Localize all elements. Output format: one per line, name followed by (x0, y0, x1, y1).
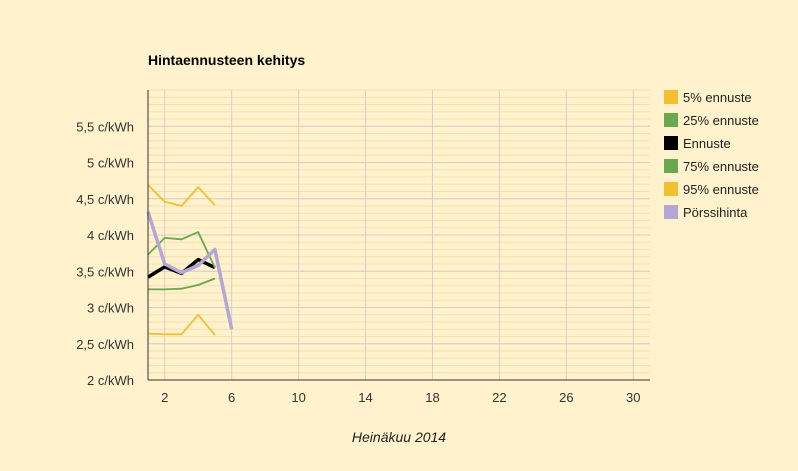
y-tick-label: 3 c/kWh (87, 301, 134, 316)
chart-title: Hintaennusteen kehitys (148, 52, 305, 68)
series-line-2 (147, 257, 216, 279)
grid (148, 89, 650, 381)
y-tick-label: 4,5 c/kWh (76, 192, 134, 207)
y-tick-label: 5 c/kWh (87, 156, 134, 171)
y-tick-label: 3,5 c/kWh (76, 264, 134, 279)
axes (147, 90, 650, 381)
ticks: 2 c/kWh 2,5 c/kWh 3 c/kWh 3,5 c/kWh 4 c/kWh 4… (76, 119, 640, 405)
legend-label: 95% ennuste (683, 182, 759, 197)
legend: 5% ennuste 25% ennuste Ennuste 75% ennuste 9… (664, 90, 759, 220)
x-tick-label: 30 (626, 390, 640, 405)
legend-label: 25% ennuste (683, 113, 759, 128)
legend-swatch (664, 113, 678, 127)
y-tick-label: 4 c/kWh (87, 228, 134, 243)
legend-label: Pörssihinta (683, 205, 748, 220)
series-line-4 (147, 184, 216, 207)
series-layer (146, 184, 234, 336)
x-tick-label: 22 (492, 390, 506, 405)
x-tick-label: 2 (161, 390, 168, 405)
legend-swatch (664, 159, 678, 173)
y-tick-label: 2 c/kWh (87, 373, 134, 388)
y-tick-label: 2,5 c/kWh (76, 337, 134, 352)
series-line-0 (147, 313, 216, 336)
legend-swatch (664, 136, 678, 150)
x-tick-label: 18 (425, 390, 439, 405)
x-tick-label: 6 (228, 390, 235, 405)
x-tick-label: 26 (559, 390, 573, 405)
x-tick-label: 14 (358, 390, 372, 405)
legend-swatch (664, 90, 678, 104)
series-line-1 (148, 277, 216, 291)
legend-label: 5% ennuste (683, 90, 752, 105)
legend-label: 75% ennuste (683, 159, 759, 174)
legend-label: Ennuste (683, 136, 731, 151)
x-axis-label: Heinäkuu 2014 (352, 429, 446, 445)
legend-swatch (664, 182, 678, 196)
legend-swatch (664, 205, 678, 219)
series-line-5 (146, 211, 234, 330)
y-tick-label: 5,5 c/kWh (76, 119, 134, 134)
x-tick-label: 10 (291, 390, 305, 405)
